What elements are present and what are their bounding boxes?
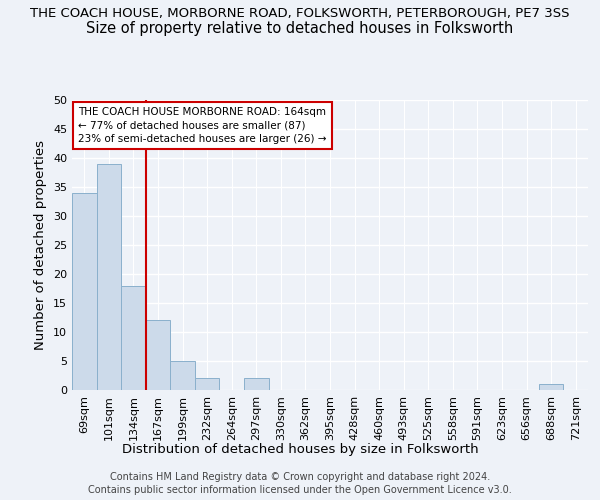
Text: THE COACH HOUSE MORBORNE ROAD: 164sqm
← 77% of detached houses are smaller (87)
: THE COACH HOUSE MORBORNE ROAD: 164sqm ← … <box>78 108 326 144</box>
Text: Contains HM Land Registry data © Crown copyright and database right 2024.: Contains HM Land Registry data © Crown c… <box>110 472 490 482</box>
Bar <box>539 384 563 390</box>
Bar <box>97 164 121 390</box>
Text: Contains public sector information licensed under the Open Government Licence v3: Contains public sector information licen… <box>88 485 512 495</box>
Text: Distribution of detached houses by size in Folksworth: Distribution of detached houses by size … <box>122 442 478 456</box>
Bar <box>121 286 146 390</box>
Bar <box>195 378 220 390</box>
Bar <box>72 193 97 390</box>
Bar <box>170 361 195 390</box>
Y-axis label: Number of detached properties: Number of detached properties <box>34 140 47 350</box>
Bar <box>146 320 170 390</box>
Text: Size of property relative to detached houses in Folksworth: Size of property relative to detached ho… <box>86 21 514 36</box>
Text: THE COACH HOUSE, MORBORNE ROAD, FOLKSWORTH, PETERBOROUGH, PE7 3SS: THE COACH HOUSE, MORBORNE ROAD, FOLKSWOR… <box>30 8 570 20</box>
Bar <box>244 378 269 390</box>
